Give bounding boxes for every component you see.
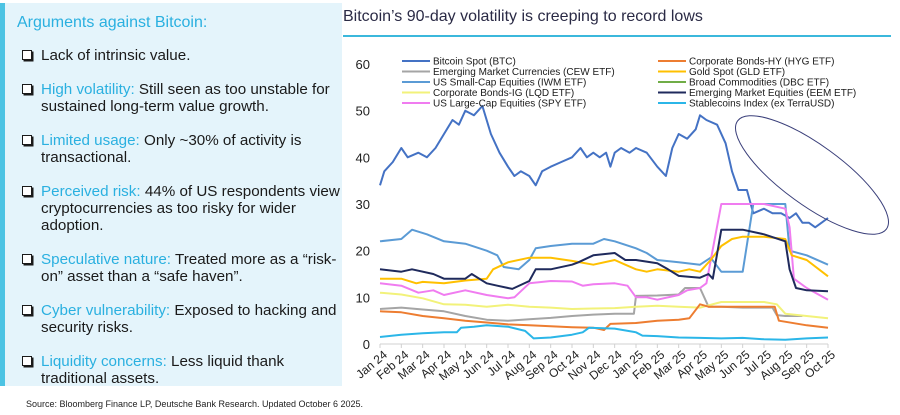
argument-text: Perceived risk: 44% of US respondents vi…: [41, 183, 340, 234]
chart-title: Bitcoin’s 90-day volatility is creeping …: [343, 8, 703, 25]
checkbox-icon: [22, 254, 32, 264]
argument-text: Speculative nature: Treated more as a “r…: [41, 251, 340, 285]
argument-label: Perceived risk:: [41, 183, 141, 200]
source-note: Source: Bloomberg Finance LP, Deutsche B…: [26, 399, 364, 409]
legend-label: Corporate Bonds-IG (LQD ETF): [433, 88, 574, 99]
checkbox-icon: [22, 50, 32, 60]
checkbox-icon: [22, 356, 32, 366]
series-line: [379, 228, 829, 293]
series-line: [379, 291, 829, 320]
argument-text: High volatility: Still seen as too unsta…: [41, 81, 340, 115]
legend-label: US Small-Cap Equities (IWM ETF): [433, 78, 586, 89]
argument-text: Cyber vulnerability: Exposed to hacking …: [41, 302, 340, 336]
argument-label: Cyber vulnerability:: [41, 302, 171, 319]
arguments-panel: Arguments against Bitcoin: Lack of intri…: [0, 3, 342, 387]
legend-label: Emerging Market Equities (EEM ETF): [689, 88, 856, 99]
argument-body: 44% of US respondents view cryptocurrenc…: [41, 183, 340, 234]
argument-label: Speculative nature:: [41, 251, 172, 268]
annotation-ellipse: [735, 115, 889, 235]
argument-body: Still seen as too unstable for sustained…: [41, 81, 330, 115]
argument-item: Limited usage: Only ~30% of activity is …: [18, 132, 340, 166]
argument-body: Exposed to hacking and security risks.: [41, 302, 337, 336]
title-divider: [343, 35, 891, 37]
series-line: [379, 105, 829, 229]
y-tick-label: 40: [356, 150, 370, 165]
y-tick-label: 60: [356, 57, 370, 72]
argument-item: Perceived risk: 44% of US respondents vi…: [18, 183, 340, 234]
checkbox-icon: [22, 84, 32, 94]
argument-label: High volatility:: [41, 81, 135, 98]
argument-body: Treated more as a “risk-on” asset than a…: [41, 251, 337, 285]
checkbox-icon: [22, 135, 32, 145]
argument-item: Cyber vulnerability: Exposed to hacking …: [18, 302, 340, 336]
panel-title: Arguments against Bitcoin:: [17, 14, 208, 31]
legend-label: Gold Spot (GLD ETF): [689, 67, 785, 78]
checkbox-icon: [22, 305, 32, 315]
argument-item: Speculative nature: Treated more as a “r…: [18, 251, 340, 285]
argument-body: Only ~30% of activity is transactional.: [41, 132, 302, 166]
argument-label: Liquidity concerns:: [41, 353, 167, 370]
argument-item: Lack of intrinsic value.: [18, 47, 340, 64]
y-tick-label: 10: [356, 290, 370, 305]
legend-label: Broad Commodities (DBC ETF): [689, 78, 829, 89]
legend-label: Bitcoin Spot (BTC): [433, 57, 516, 68]
y-tick-label: 30: [356, 197, 370, 212]
series-line: [379, 303, 829, 331]
y-tick-label: 0: [363, 337, 370, 352]
series-line: [379, 203, 829, 301]
legend-label: Corporate Bonds-HY (HYG ETF): [689, 57, 834, 68]
legend-label: Emerging Market Currencies (CEW ETF): [433, 67, 615, 78]
series-line: [379, 324, 829, 341]
argument-body: Lack of intrinsic value.: [41, 47, 191, 64]
y-tick-label: 20: [356, 244, 370, 259]
legend-label: Stablecoins Index (ex TerraUSD): [689, 99, 834, 110]
argument-label: Limited usage:: [41, 132, 140, 149]
y-tick-label: 50: [356, 104, 370, 119]
legend-label: US Large-Cap Equities (SPY ETF): [433, 99, 586, 110]
argument-text: Liquidity concerns: Less liquid thank tr…: [41, 353, 340, 387]
argument-text: Lack of intrinsic value.: [41, 47, 190, 64]
argument-item: Liquidity concerns: Less liquid thank tr…: [18, 353, 340, 387]
argument-body: Less liquid thank traditional assets.: [41, 353, 285, 387]
argument-text: Limited usage: Only ~30% of activity is …: [41, 132, 340, 166]
argument-item: High volatility: Still seen as too unsta…: [18, 81, 340, 115]
arguments-list: Lack of intrinsic value. High volatility:…: [18, 47, 340, 404]
series-line: [380, 235, 829, 285]
checkbox-icon: [22, 186, 32, 196]
